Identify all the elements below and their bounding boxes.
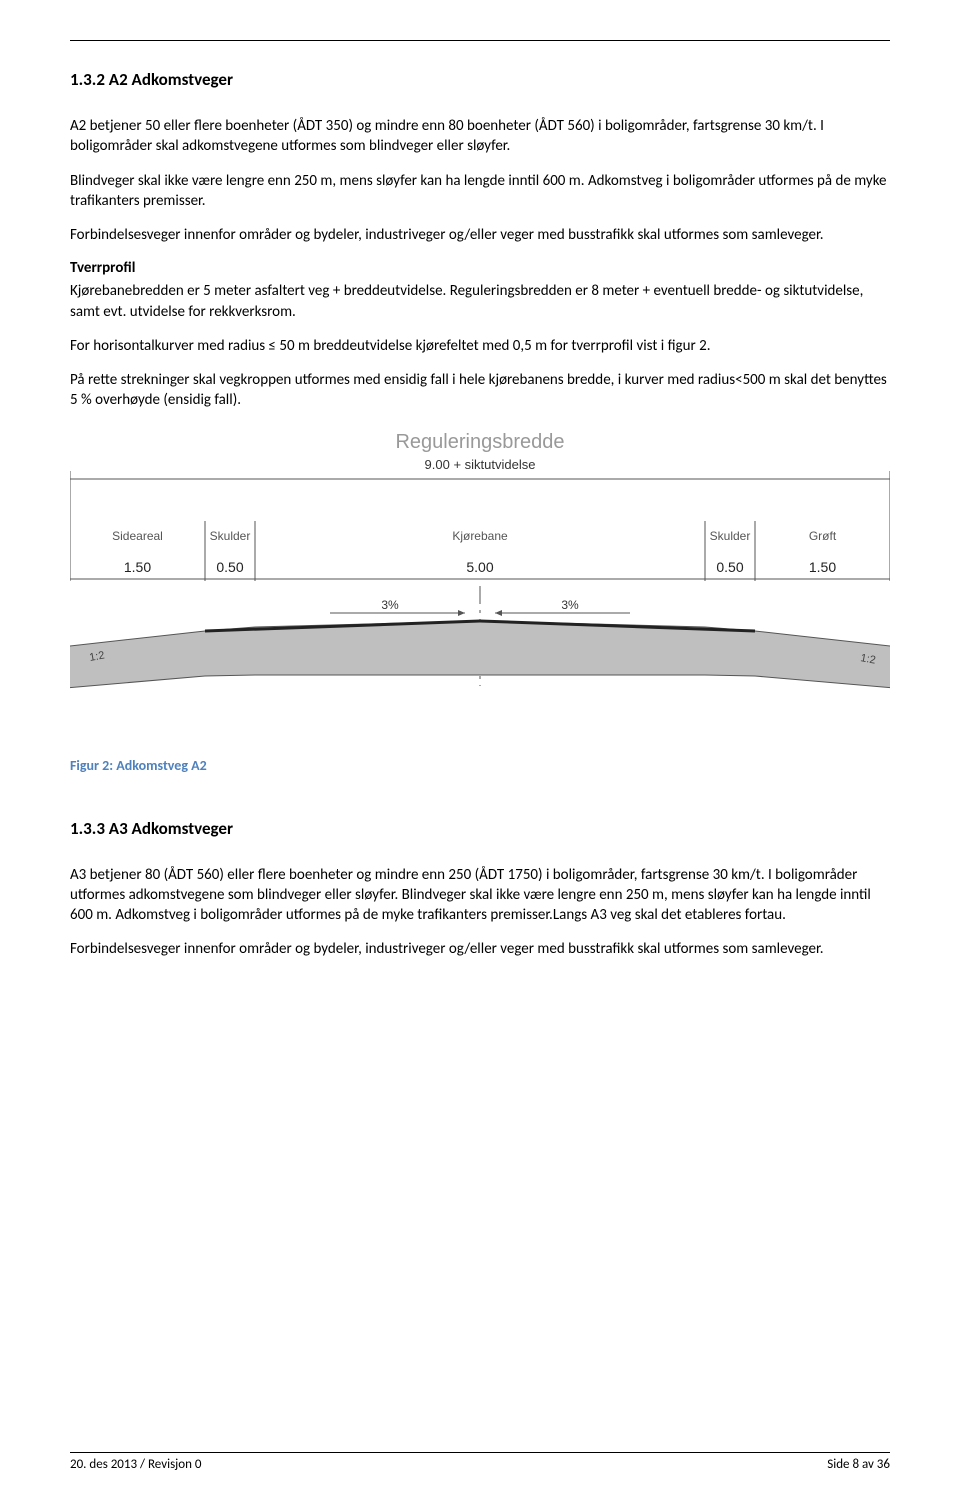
figure-caption: Figur 2: Adkomstveg A2 [70, 757, 890, 774]
s1-p4: Kjørebanebredden er 5 meter asfaltert ve… [70, 281, 890, 322]
page-footer: 20. des 2013 / Revisjon 0 Side 8 av 36 [70, 1452, 890, 1472]
s1-p5: For horisontalkurver med radius ≤ 50 m b… [70, 336, 890, 356]
slope-left-label: 3% [381, 598, 399, 612]
cross-section-fill [70, 621, 890, 691]
s1-p6: På rette strekninger skal vegkroppen utf… [70, 370, 890, 411]
s2-p1: A3 betjener 80 (ÅDT 560) eller flere boe… [70, 865, 890, 926]
s2-p2: Forbindelsesveger innenfor områder og by… [70, 939, 890, 959]
slope-right-label: 3% [561, 598, 579, 612]
s1-sub1: Tverrprofil [70, 259, 890, 277]
section-2-heading: 1.3.3 A3 Adkomstveger [70, 818, 890, 839]
footer-right: Side 8 av 36 [827, 1457, 890, 1472]
footer-left: 20. des 2013 / Revisjon 0 [70, 1457, 201, 1472]
section-1-heading: 1.3.2 A2 Adkomstveger [70, 69, 890, 90]
s1-p3: Forbindelsesveger innenfor områder og by… [70, 225, 890, 245]
cross-section-diagram: Reguleringsbredde 9.00 + siktutvidelse S… [70, 431, 890, 721]
s1-p1: A2 betjener 50 eller flere boenheter (ÅD… [70, 116, 890, 157]
diagram-svg: 3% 3% 1:2 1:2 [70, 431, 890, 721]
top-rule [70, 40, 890, 41]
s1-p2: Blindveger skal ikke være lengre enn 250… [70, 171, 890, 212]
